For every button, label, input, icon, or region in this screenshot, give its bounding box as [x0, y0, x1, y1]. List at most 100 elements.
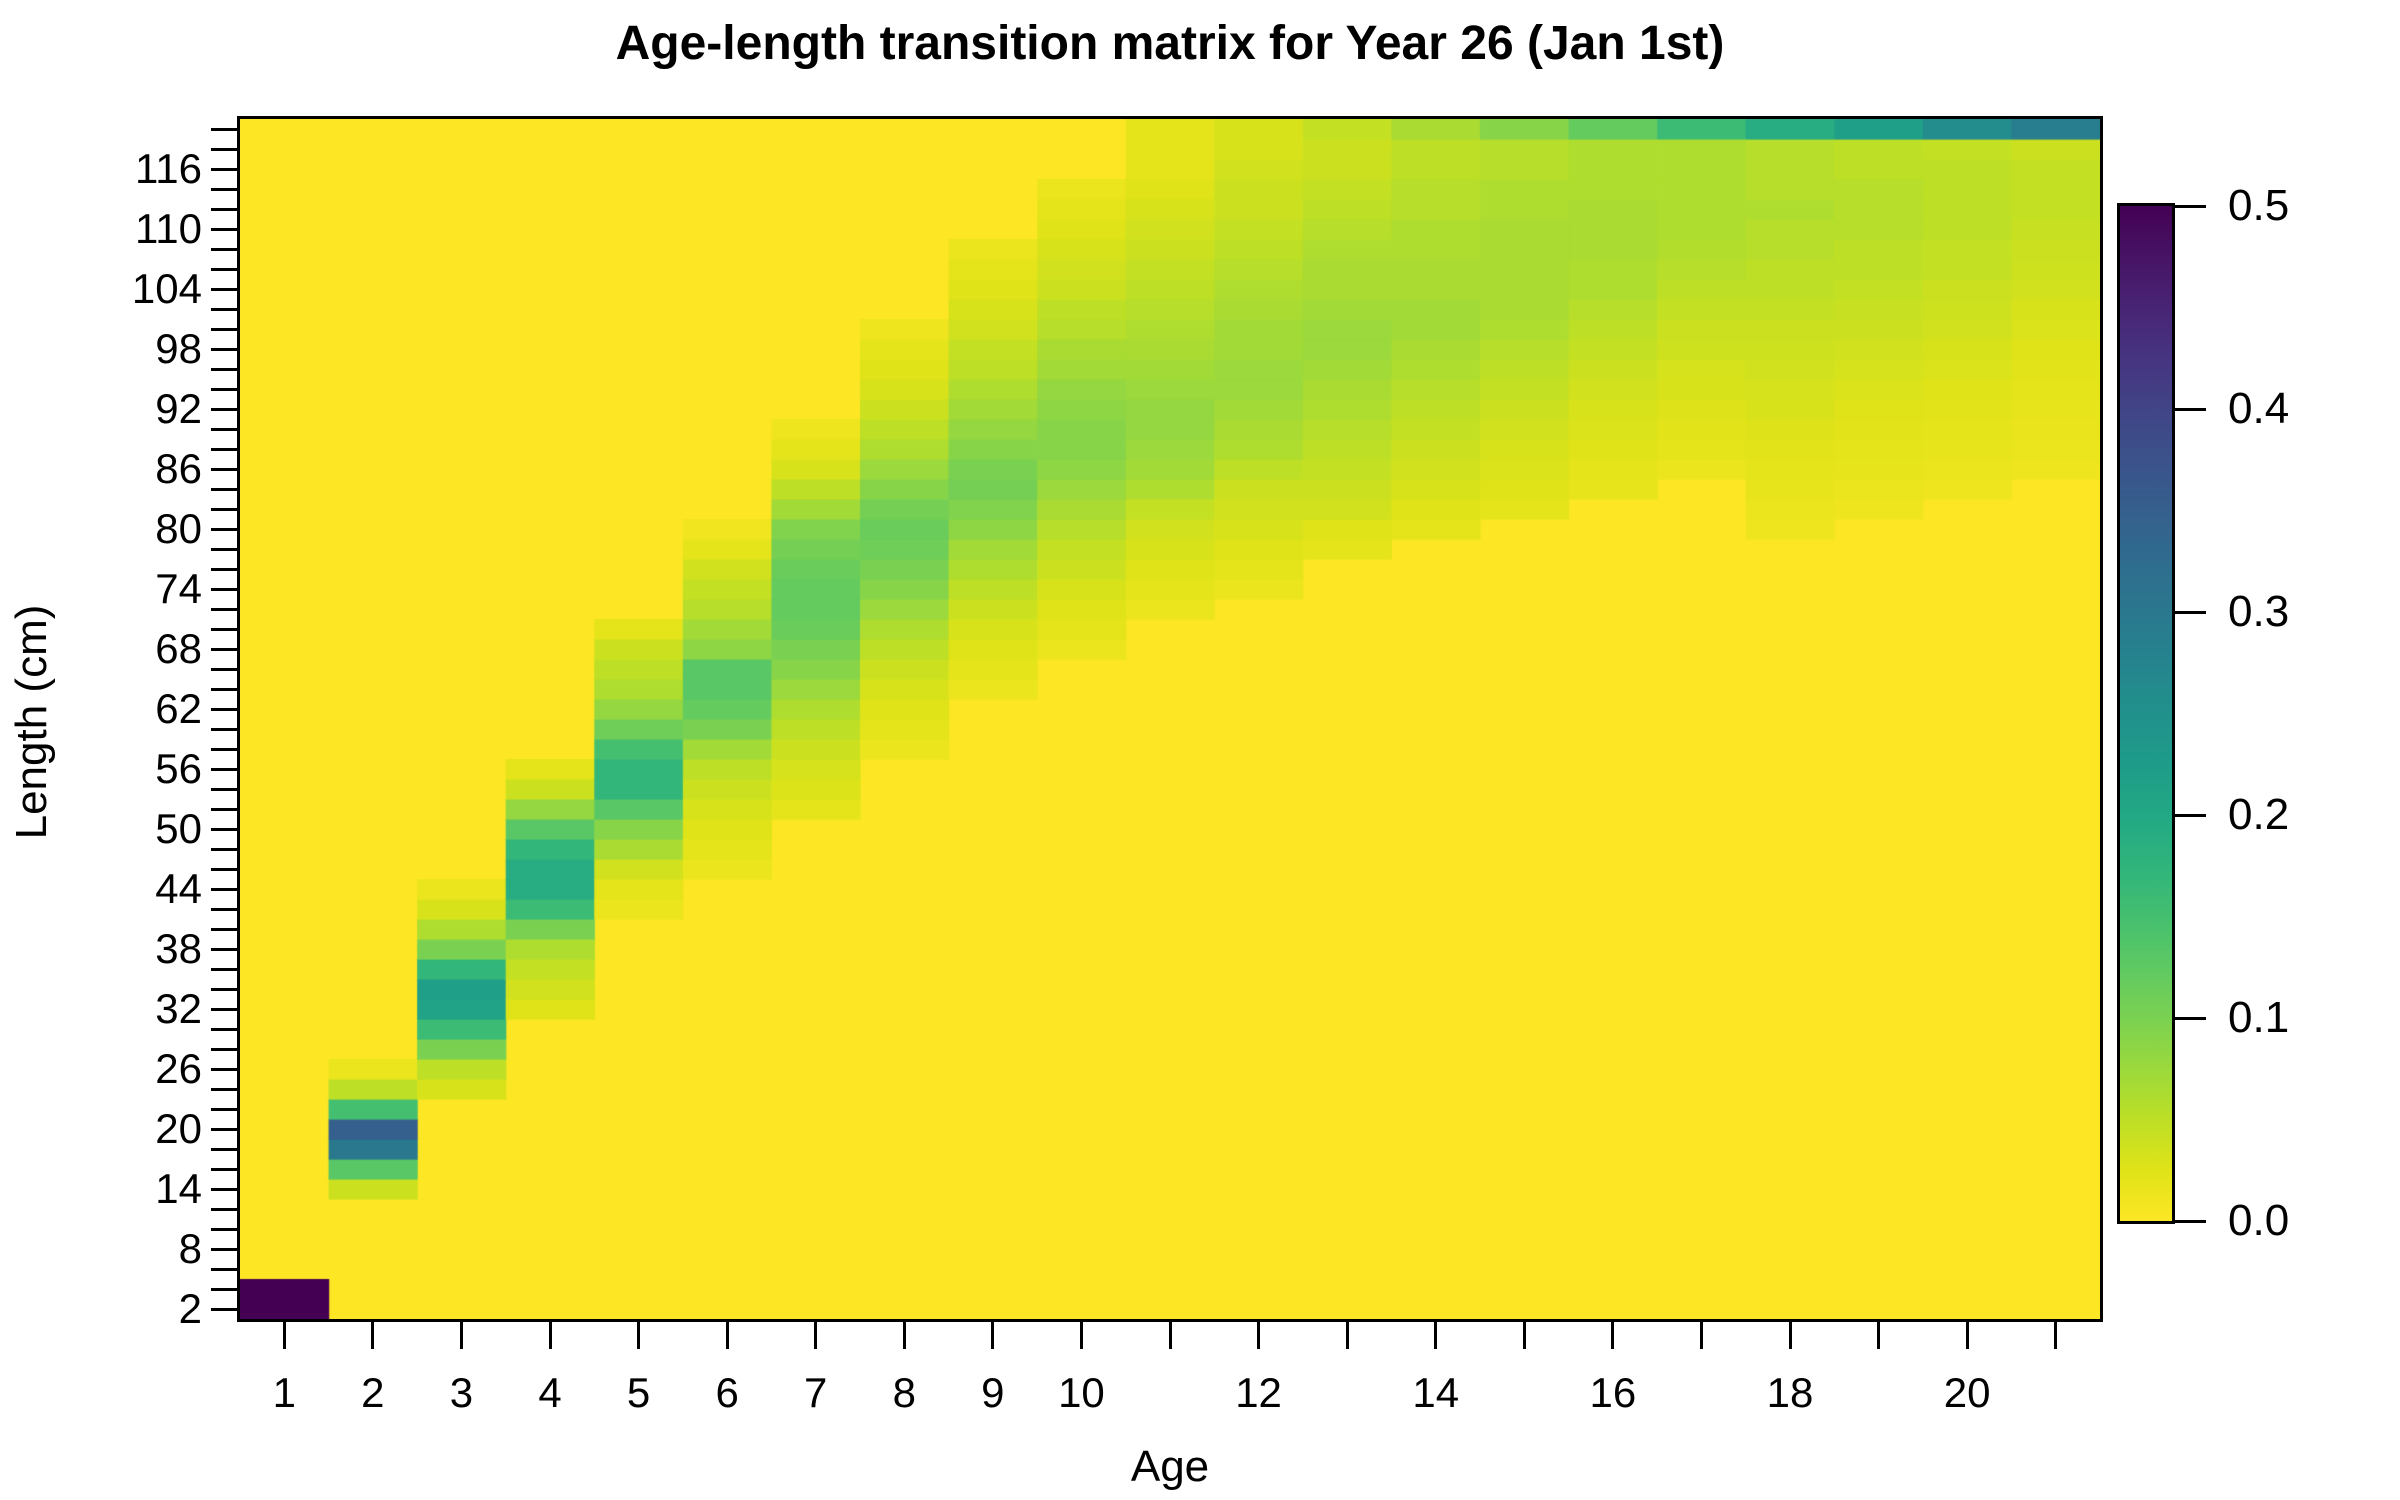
x-axis-title: Age [1130, 1442, 1210, 1491]
y-tick-label-20: 20 [155, 1105, 202, 1152]
y-tick-38 [211, 947, 239, 951]
y-tick-104 [211, 287, 239, 291]
colorbar-tick-label-0.4: 0.4 [2228, 384, 2290, 433]
y-tick-label-104: 104 [131, 265, 202, 312]
y-tick-36 [211, 967, 239, 971]
y-tick-66 [211, 667, 239, 671]
y-tick-label-14: 14 [155, 1165, 202, 1212]
y-tick-label-74: 74 [155, 565, 202, 612]
x-tick-3 [459, 1319, 463, 1349]
x-tick-label-4: 4 [538, 1369, 562, 1416]
y-tick-108 [211, 247, 239, 251]
y-tick-label-26: 26 [155, 1045, 202, 1092]
y-tick-label-50: 50 [155, 805, 202, 852]
x-tick-11 [1168, 1319, 1172, 1349]
heatmap-canvas [240, 119, 2100, 1319]
y-tick-24 [211, 1087, 239, 1091]
y-tick-98 [211, 347, 239, 351]
y-tick-114 [211, 187, 239, 191]
y-tick-76 [211, 567, 239, 571]
y-tick-64 [211, 687, 239, 691]
y-tick-116 [211, 167, 239, 171]
colorbar-tick-label-0.1: 0.1 [2228, 993, 2290, 1042]
y-tick-label-68: 68 [155, 625, 202, 672]
x-tick-label-3: 3 [449, 1369, 474, 1416]
y-tick-4 [211, 1287, 239, 1291]
y-tick-label-110: 110 [135, 205, 202, 252]
x-tick-8 [902, 1319, 906, 1349]
y-tick-10 [211, 1227, 239, 1231]
y-tick-54 [211, 787, 239, 791]
y-tick-70 [211, 627, 239, 631]
y-axis-title: Length (cm) [7, 604, 56, 840]
y-tick-label-2: 2 [178, 1285, 202, 1332]
x-tick-2 [371, 1319, 375, 1349]
y-tick-72 [211, 607, 239, 611]
x-tick-label-2: 2 [361, 1369, 385, 1416]
y-tick-label-86: 86 [155, 445, 202, 492]
y-tick-16 [211, 1167, 239, 1171]
y-tick-68 [211, 647, 239, 651]
x-tick-16 [1611, 1319, 1615, 1349]
y-tick-28 [211, 1047, 239, 1051]
x-tick-1 [282, 1319, 286, 1349]
x-tick-label-7: 7 [804, 1369, 828, 1416]
y-tick-34 [211, 987, 239, 991]
x-tick-9 [991, 1319, 995, 1349]
colorbar-tick-0.1 [2172, 1016, 2206, 1020]
y-tick-26 [211, 1067, 239, 1071]
x-tick-label-1: 1 [272, 1369, 296, 1416]
y-tick-label-38: 38 [155, 925, 202, 972]
y-tick-96 [211, 367, 239, 371]
y-tick-88 [211, 447, 239, 451]
y-tick-18 [211, 1147, 239, 1151]
x-tick-12 [1257, 1319, 1261, 1349]
y-tick-12 [211, 1207, 239, 1211]
y-tick-label-32: 32 [155, 985, 202, 1032]
y-tick-60 [211, 727, 239, 731]
y-tick-46 [211, 867, 239, 871]
x-tick-label-9: 9 [981, 1369, 1005, 1416]
y-tick-label-44: 44 [155, 865, 202, 912]
y-tick-78 [211, 547, 239, 551]
colorbar-tick-0.3 [2172, 610, 2206, 614]
x-tick-18 [1788, 1319, 1792, 1349]
colorbar-tick-0.4 [2172, 407, 2206, 411]
y-tick-42 [211, 907, 239, 911]
colorbar-tick-0.0 [2172, 1219, 2206, 1223]
y-tick-56 [211, 767, 239, 771]
x-tick-13 [1345, 1319, 1349, 1349]
y-tick-label-56: 56 [155, 745, 202, 792]
colorbar-tick-label-0.0: 0.0 [2228, 1196, 2290, 1245]
x-tick-label-5: 5 [626, 1369, 651, 1416]
x-tick-label-14: 14 [1412, 1369, 1460, 1416]
y-tick-label-62: 62 [155, 685, 202, 732]
colorbar-tick-label-0.2: 0.2 [2228, 790, 2290, 839]
x-tick-5 [637, 1319, 641, 1349]
y-tick-102 [211, 307, 239, 311]
y-tick-90 [211, 427, 239, 431]
x-tick-17 [1699, 1319, 1703, 1349]
y-tick-112 [211, 207, 239, 211]
colorbar-tick-label-0.3: 0.3 [2228, 587, 2290, 636]
y-tick-14 [211, 1187, 239, 1191]
y-tick-6 [211, 1267, 239, 1271]
colorbar-tick-0.2 [2172, 813, 2206, 817]
y-tick-62 [211, 707, 239, 711]
colorbar-tick-label-0.5: 0.5 [2228, 181, 2290, 230]
y-tick-label-80: 80 [155, 505, 202, 552]
x-tick-4 [548, 1319, 552, 1349]
colorbar-tick-0.5 [2172, 204, 2206, 208]
y-tick-44 [211, 887, 239, 891]
x-tick-label-10: 10 [1058, 1369, 1105, 1416]
x-tick-label-18: 18 [1766, 1369, 1814, 1416]
y-tick-100 [211, 327, 239, 331]
y-tick-74 [211, 587, 239, 591]
y-tick-82 [211, 507, 239, 511]
y-tick-2 [211, 1307, 239, 1311]
y-tick-label-8: 8 [178, 1225, 202, 1272]
x-tick-7 [814, 1319, 818, 1349]
y-tick-20 [211, 1127, 239, 1131]
y-tick-8 [211, 1247, 239, 1251]
